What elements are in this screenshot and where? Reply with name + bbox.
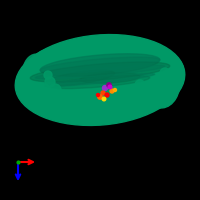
Circle shape — [114, 88, 116, 92]
Ellipse shape — [40, 54, 160, 76]
Circle shape — [49, 84, 61, 96]
Ellipse shape — [22, 55, 58, 105]
Ellipse shape — [40, 57, 160, 73]
Circle shape — [110, 89, 114, 93]
Circle shape — [98, 95, 102, 99]
Circle shape — [108, 85, 112, 89]
Ellipse shape — [140, 52, 180, 108]
Circle shape — [96, 94, 100, 97]
Ellipse shape — [50, 37, 160, 73]
Ellipse shape — [101, 81, 149, 109]
Circle shape — [44, 71, 52, 79]
Circle shape — [115, 95, 125, 105]
Ellipse shape — [45, 70, 115, 86]
Ellipse shape — [35, 65, 165, 79]
Circle shape — [101, 91, 105, 95]
Circle shape — [160, 68, 170, 78]
Ellipse shape — [30, 62, 170, 82]
Circle shape — [102, 86, 108, 90]
Ellipse shape — [156, 54, 184, 90]
Circle shape — [148, 81, 162, 95]
Circle shape — [70, 93, 80, 103]
Ellipse shape — [15, 35, 185, 125]
Circle shape — [45, 77, 55, 87]
Ellipse shape — [25, 48, 85, 108]
Circle shape — [105, 93, 109, 97]
Circle shape — [58, 92, 66, 100]
Circle shape — [107, 83, 111, 87]
Circle shape — [41, 84, 49, 92]
Circle shape — [154, 74, 166, 86]
Ellipse shape — [45, 74, 155, 86]
Circle shape — [125, 90, 135, 100]
Ellipse shape — [80, 73, 140, 83]
Ellipse shape — [48, 81, 92, 109]
Circle shape — [102, 97, 106, 101]
Ellipse shape — [50, 75, 150, 89]
Ellipse shape — [40, 82, 70, 102]
Ellipse shape — [70, 98, 130, 122]
Ellipse shape — [23, 54, 47, 86]
Circle shape — [135, 80, 145, 90]
Ellipse shape — [50, 81, 130, 119]
Ellipse shape — [117, 53, 173, 97]
